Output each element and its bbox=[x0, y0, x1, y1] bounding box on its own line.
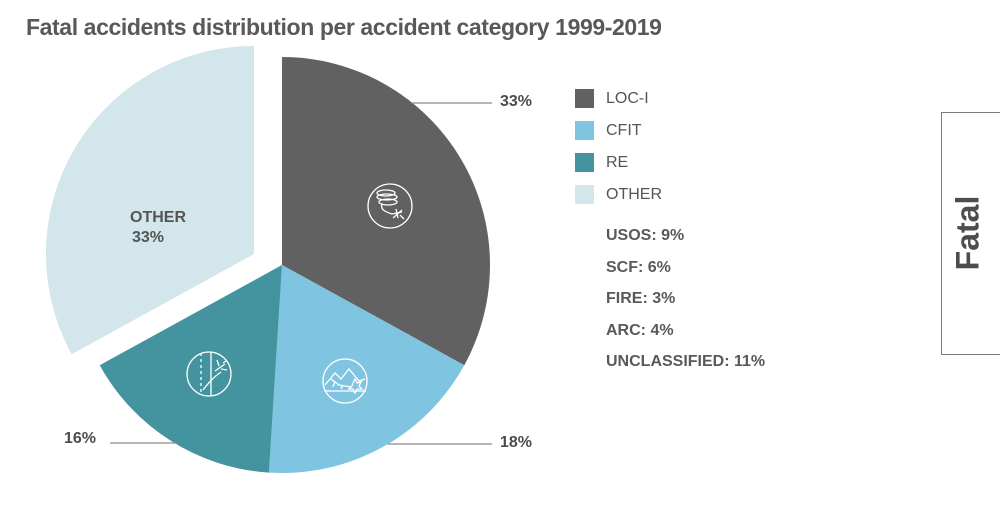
other-breakdown-item: FIRE: 3% bbox=[606, 290, 676, 307]
side-panel-label: Fatal bbox=[949, 195, 986, 271]
mountain-crash-icon bbox=[322, 358, 368, 404]
other-breakdown-item: ARC: 4% bbox=[606, 321, 674, 339]
legend: LOC-I CFIT RE OTHER bbox=[575, 88, 662, 216]
legend-label: CFIT bbox=[606, 121, 642, 139]
legend-swatch-re bbox=[575, 153, 594, 172]
legend-item-cfit: CFIT bbox=[575, 120, 662, 141]
re-percent-label: 16% bbox=[64, 430, 97, 447]
pie-slice-cfit bbox=[268, 265, 465, 473]
cfit-percent-label: 18% bbox=[500, 434, 533, 451]
chart-title: Fatal accidents distribution per acciden… bbox=[26, 14, 662, 40]
other-breakdown-item: UNCLASSIFIED: 11% bbox=[606, 353, 766, 370]
pie-slice-other bbox=[45, 46, 255, 355]
legend-item-loci: LOC-I bbox=[575, 88, 662, 109]
other-breakdown-item: SCF: 6% bbox=[606, 258, 671, 276]
loss-of-control-spiral-plane-icon bbox=[367, 183, 413, 229]
legend-label: OTHER bbox=[606, 185, 662, 203]
legend-swatch-cfit bbox=[575, 121, 594, 140]
other-slice-label: OTHER 33% bbox=[130, 208, 186, 248]
other-breakdown-item: USOS: 9% bbox=[606, 227, 685, 244]
pie-slice-re bbox=[99, 265, 282, 473]
other-slice-name: OTHER bbox=[130, 209, 186, 226]
legend-item-other: OTHER bbox=[575, 184, 662, 205]
other-breakdown-list: USOS: 9% SCF: 6% FIRE: 3% ARC: 4% UNCLAS… bbox=[606, 227, 765, 385]
legend-swatch-loci bbox=[575, 89, 594, 108]
other-slice-percent: 33% bbox=[132, 229, 165, 246]
loci-percent-label: 33% bbox=[500, 93, 533, 110]
side-panel-frame bbox=[941, 112, 1000, 355]
legend-label: LOC-I bbox=[606, 89, 649, 107]
legend-swatch-other bbox=[575, 185, 594, 204]
runway-excursion-icon bbox=[186, 351, 232, 397]
legend-item-re: RE bbox=[575, 152, 662, 173]
legend-label: RE bbox=[606, 153, 629, 171]
